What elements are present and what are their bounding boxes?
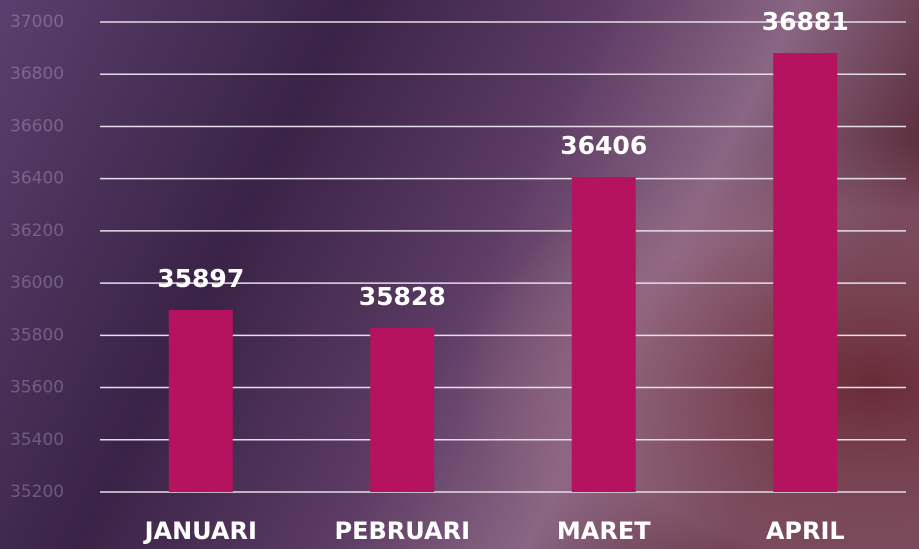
value-label: 36881 (762, 7, 849, 36)
y-tick-label: 37000 (10, 12, 64, 32)
y-tick-label: 36600 (10, 116, 64, 136)
y-tick-label: 35200 (10, 482, 64, 502)
value-label: 36406 (560, 131, 647, 160)
y-tick-label: 35400 (10, 430, 64, 450)
y-tick-label: 35800 (10, 325, 64, 345)
value-label: 35828 (359, 282, 446, 311)
bar (773, 53, 837, 492)
y-tick-label: 36800 (10, 64, 64, 84)
y-tick-label: 36200 (10, 221, 64, 241)
page: {"chart_data": {"type": "bar", "categori… (0, 0, 919, 549)
chart: 35200 35400 35600 35800 36000 36200 36400 36600… (0, 0, 919, 549)
bar (169, 310, 233, 492)
x-tick-label: PEBRUARI (335, 517, 471, 545)
bar (370, 328, 434, 492)
y-tick-label: 36400 (10, 169, 64, 189)
y-tick-label: 36000 (10, 273, 64, 293)
bar (572, 177, 636, 492)
x-tick-label: APRIL (766, 517, 845, 545)
x-tick-label: MARET (557, 517, 651, 545)
value-label: 35897 (157, 264, 244, 293)
x-tick-label: JANUARI (143, 517, 257, 545)
y-tick-label: 35600 (10, 378, 64, 398)
